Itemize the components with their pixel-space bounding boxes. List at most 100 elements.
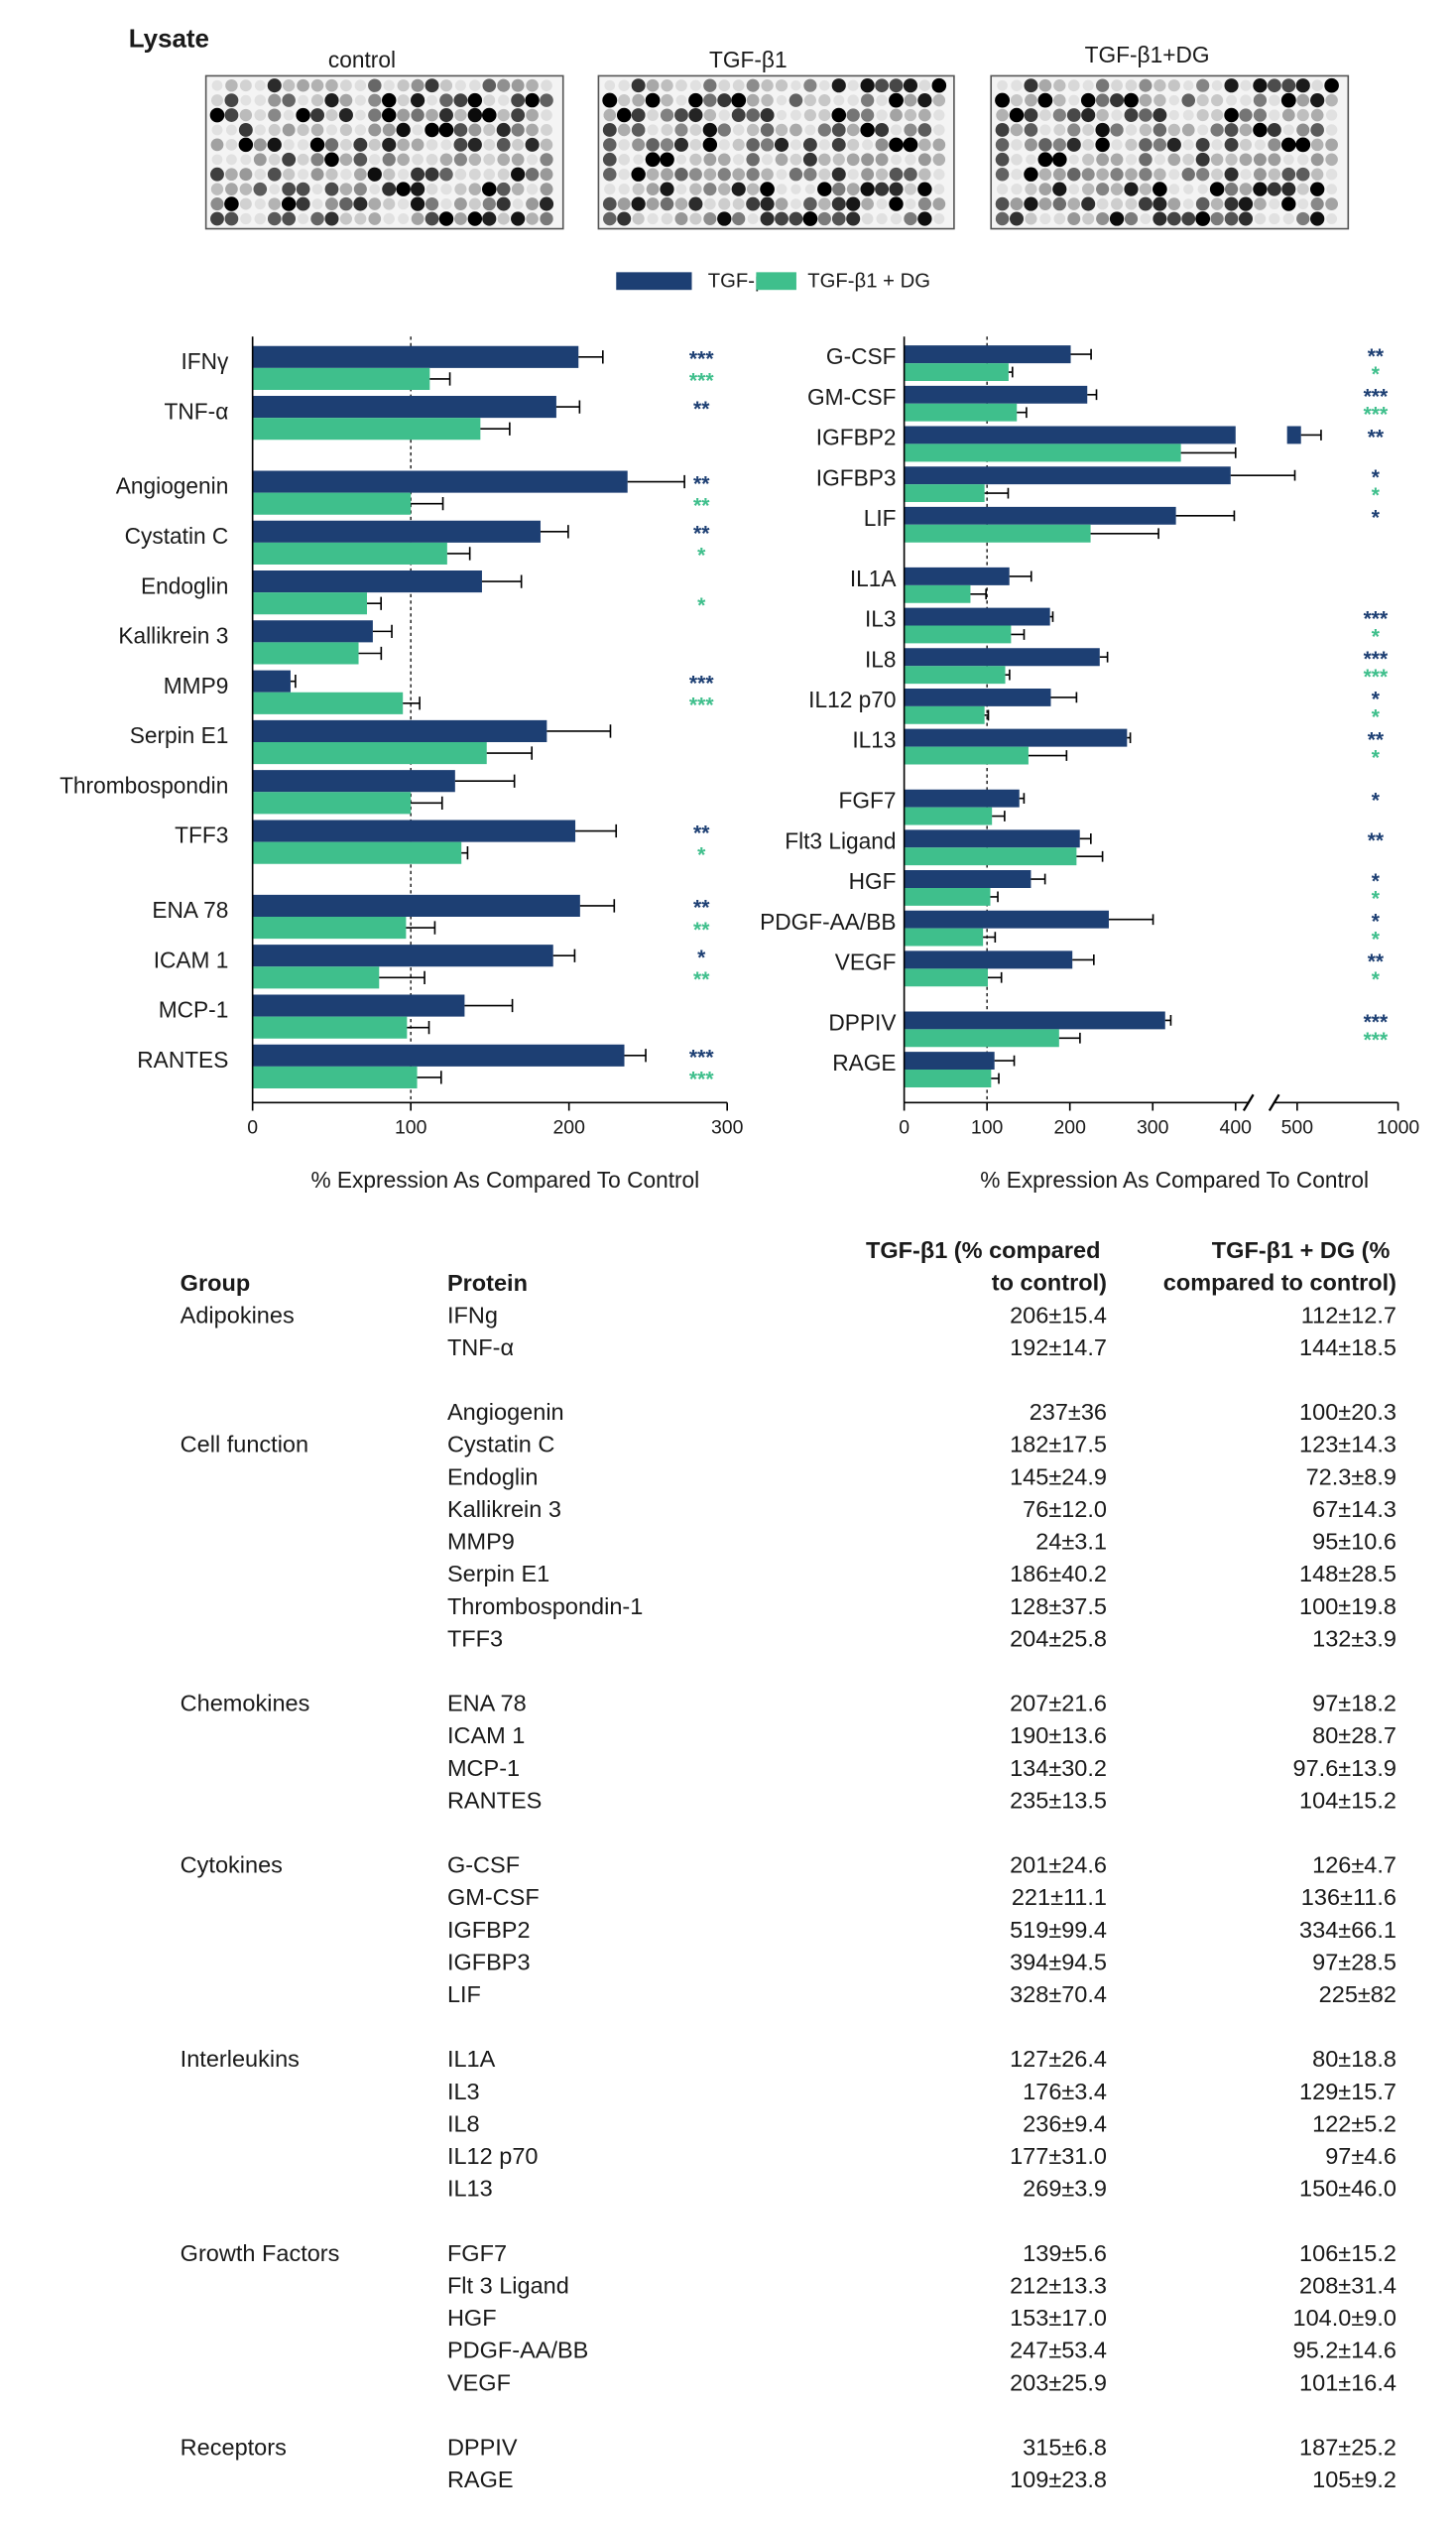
blot-spot: [411, 212, 425, 225]
blot-spot: [1124, 108, 1139, 122]
significance: **: [693, 472, 710, 495]
blot-spot: [339, 93, 353, 107]
value-cell: 134±30.2: [1010, 1755, 1107, 1781]
error-bar: [1079, 832, 1092, 844]
blot-spot: [1224, 167, 1239, 182]
blot-spot: [425, 167, 439, 182]
protein-cell: ENA 78: [447, 1691, 527, 1716]
value-cell: 394±94.5: [1010, 1949, 1107, 1974]
error-bar: [372, 624, 393, 639]
blot-image: [204, 74, 564, 230]
error-bar: [429, 372, 451, 386]
bar: [904, 1070, 992, 1087]
header-line: TGF-β1 + DG (%: [1212, 1237, 1396, 1263]
blot-spot: [1153, 93, 1166, 107]
blot-spot: [1224, 137, 1239, 152]
table-header: TGF-β1 + DG (% compared to control): [1163, 1237, 1396, 1295]
blot-spot: [931, 77, 947, 93]
blot-spot: [339, 138, 352, 151]
blot-spot: [1125, 197, 1138, 210]
blot-spot: [703, 168, 717, 182]
value-cell: 104.0±9.0: [1293, 2305, 1396, 2331]
blot-spot: [889, 182, 904, 196]
significance: *: [1372, 888, 1381, 911]
bar: [904, 870, 1031, 888]
category-label: ICAM 1: [154, 947, 229, 972]
blot-spot: [1196, 94, 1209, 107]
blot-spot: [1153, 196, 1167, 211]
blot-spot: [717, 123, 731, 137]
blot-spot: [282, 93, 296, 107]
significance: *: [697, 843, 706, 866]
blot-spot: [917, 93, 932, 108]
x-tick-label: 200: [552, 1116, 585, 1138]
blot-spot: [1110, 168, 1124, 182]
blot-spot: [1325, 153, 1338, 167]
blot-spot: [296, 107, 310, 123]
blot-spot: [1296, 123, 1310, 137]
blot-spot: [889, 167, 904, 182]
blot-spot: [541, 79, 552, 92]
blot-spot: [847, 138, 860, 151]
blot-spot: [339, 183, 353, 195]
value-cell: 132±3.9: [1312, 1625, 1396, 1651]
blot-spot: [1068, 154, 1079, 165]
blot-spot: [904, 211, 917, 226]
blot-spot: [631, 108, 646, 122]
blot-spot: [310, 78, 324, 92]
blot-spot: [746, 78, 760, 92]
blot-spot: [368, 78, 382, 92]
blot-spot: [1011, 139, 1023, 151]
blot-spot: [703, 108, 717, 122]
blot-spot: [353, 152, 368, 167]
blot-spot: [790, 184, 801, 194]
blot-spot: [511, 108, 526, 122]
blot-spot: [818, 168, 831, 181]
blot-spot: [1038, 183, 1052, 196]
blot-spot: [1238, 211, 1254, 226]
blot-spot: [1310, 93, 1325, 108]
blot-spot: [283, 139, 295, 151]
blot-spot: [1196, 78, 1210, 92]
blot-spot: [933, 184, 945, 195]
blot-spot: [1325, 169, 1338, 181]
significance: *: [1372, 870, 1381, 893]
blot-spot: [717, 168, 731, 182]
blot-spot: [890, 124, 903, 136]
blot-spot: [1196, 108, 1209, 122]
significance: *: [1372, 625, 1381, 648]
blot-spot: [761, 79, 774, 92]
blot-spot: [1240, 94, 1252, 106]
blot-spot: [224, 93, 239, 108]
blot-spot: [1183, 79, 1194, 91]
protein-cell: FGF7: [447, 2240, 507, 2266]
blot-spot: [469, 79, 481, 91]
value-cell: 100±19.8: [1299, 1593, 1396, 1619]
blot-spot: [861, 212, 874, 225]
significance: **: [693, 897, 710, 920]
significance: ***: [689, 370, 714, 393]
blot-spot: [1225, 153, 1238, 166]
blot-spot: [889, 78, 904, 93]
blot-spot: [1195, 211, 1211, 226]
blot-spot: [632, 138, 646, 152]
blot-spot: [905, 154, 916, 166]
blot-spot: [847, 169, 859, 181]
blot-spot: [616, 107, 632, 123]
blot-spot: [1053, 212, 1066, 225]
blot-spot: [282, 152, 297, 167]
blot-spot: [1081, 168, 1095, 182]
blot-spot: [1052, 152, 1067, 168]
blot-spot: [310, 168, 324, 182]
blot-spot: [1109, 211, 1125, 226]
blot-spot: [425, 183, 438, 195]
blot-spot: [675, 94, 687, 106]
blot-spot: [933, 109, 945, 121]
table-header: Group: [181, 1270, 251, 1296]
blot-spot: [410, 93, 425, 108]
protein-cell: PDGF-AA/BB: [447, 2338, 588, 2363]
blot-spot: [904, 123, 917, 137]
blot-spot: [497, 168, 510, 181]
blot-spot: [603, 167, 617, 182]
blot-spot: [703, 153, 717, 167]
